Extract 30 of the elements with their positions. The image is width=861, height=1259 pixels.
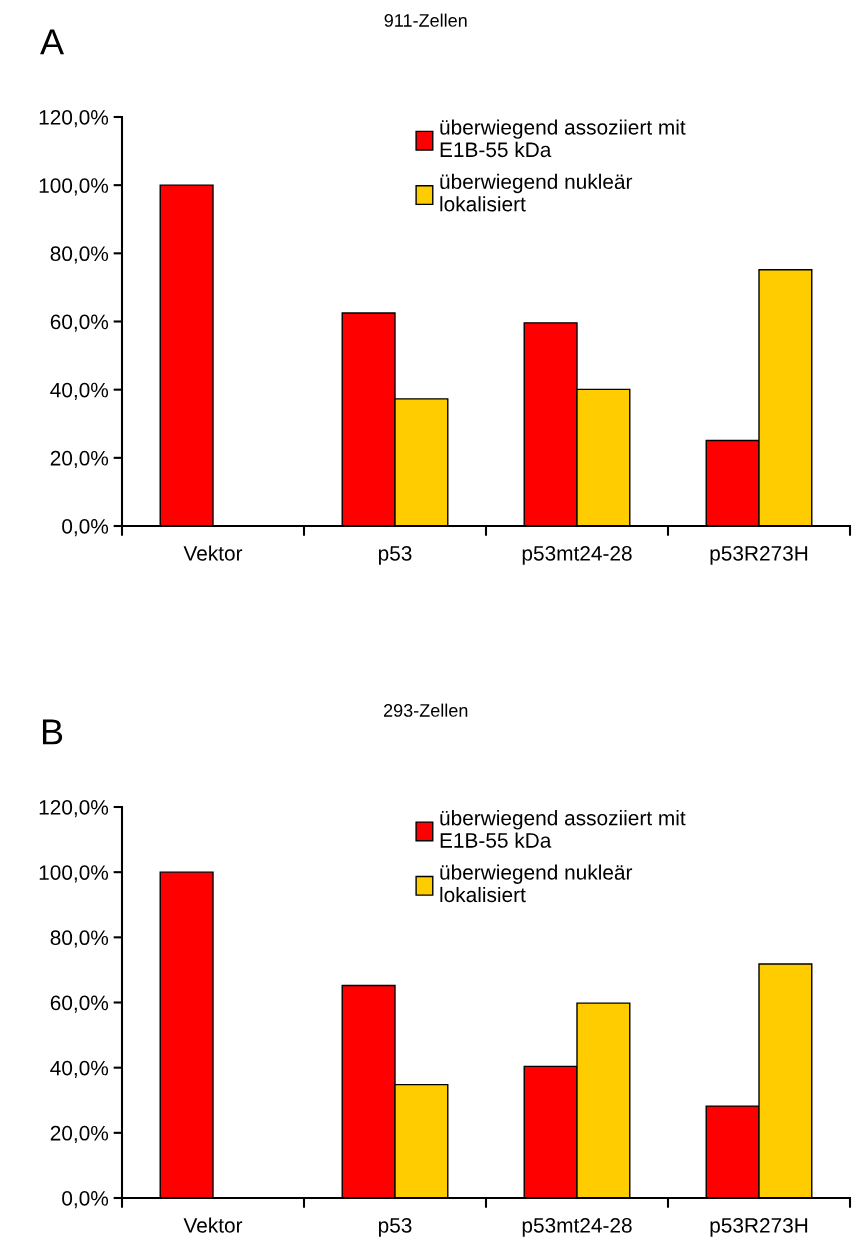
chart-title: 293-Zellen xyxy=(383,703,468,717)
text: B xyxy=(42,719,63,745)
x-tick-label: p53mt24-28 xyxy=(522,545,632,565)
x-tick-label: p53R273H xyxy=(710,545,808,565)
y-tick-label: 80,0% xyxy=(50,930,109,948)
y-tick-label: 0,0% xyxy=(62,519,109,537)
chart-title: 911-Zellen xyxy=(384,13,467,27)
legend-label: überwiegend nukleär lokalisiert xyxy=(440,173,633,212)
y-tick-label: 80,0% xyxy=(50,246,109,264)
y-tick-label: 20,0% xyxy=(50,1125,109,1144)
y-tick-label: 20,0% xyxy=(50,450,109,469)
x-tick-label: Vektor xyxy=(183,545,243,561)
legend-label: überwiegend nukleär lokalisiert xyxy=(440,864,633,903)
y-tick-label: 60,0% xyxy=(50,995,109,1013)
x-tick-label: p53R273H xyxy=(710,1217,808,1237)
x-tick-label: p53 xyxy=(378,545,412,565)
x-tick-label: Vektor xyxy=(183,1217,243,1233)
y-tick-label: 100,0% xyxy=(39,865,109,883)
text: A xyxy=(40,29,65,55)
y-tick-label: 100,0% xyxy=(39,178,109,196)
y-tick-label: 60,0% xyxy=(50,314,109,332)
y-tick-label: 120,0% xyxy=(39,110,109,128)
y-tick-label: 120,0% xyxy=(39,800,109,818)
y-tick-label: 40,0% xyxy=(50,382,109,400)
legend-label: überwiegend assoziiert mit E1B-55 kDa xyxy=(440,119,686,158)
x-tick-label: p53mt24-28 xyxy=(522,1217,632,1237)
x-tick-label: p53 xyxy=(378,1217,412,1237)
y-tick-label: 40,0% xyxy=(50,1060,109,1078)
legend-label: überwiegend assoziiert mit E1B-55 kDa xyxy=(440,810,686,848)
y-tick-label: 0,0% xyxy=(62,1191,109,1209)
